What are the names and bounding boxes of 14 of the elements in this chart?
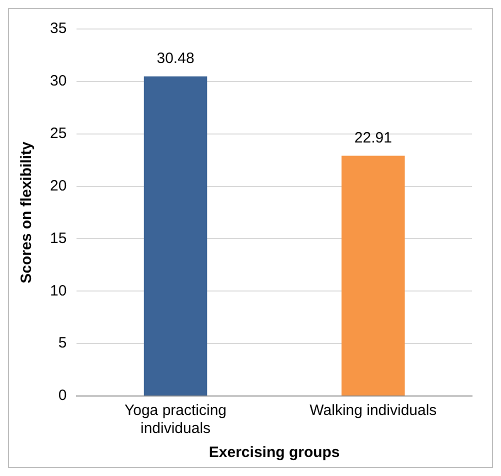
x-axis-title: Exercising groups: [208, 444, 340, 462]
y-axis-title: Scores on flexibility: [18, 140, 36, 284]
y-tick-label: 20: [50, 177, 67, 194]
data-label: 30.48: [156, 50, 194, 68]
y-tick-label: 10: [50, 282, 67, 300]
y-tick-label: 35: [50, 20, 67, 38]
y-tick-label: 15: [50, 230, 67, 247]
y-tick-label: 30: [50, 72, 67, 90]
y-tick-label: 25: [50, 125, 67, 142]
x-tick-label: Yoga practicing individuals: [124, 402, 227, 438]
y-tick-label: 0: [58, 387, 67, 404]
data-label: 22.91: [354, 129, 392, 146]
y-tick-label: 5: [58, 334, 67, 352]
x-tick-label: Walking individuals: [310, 402, 437, 420]
